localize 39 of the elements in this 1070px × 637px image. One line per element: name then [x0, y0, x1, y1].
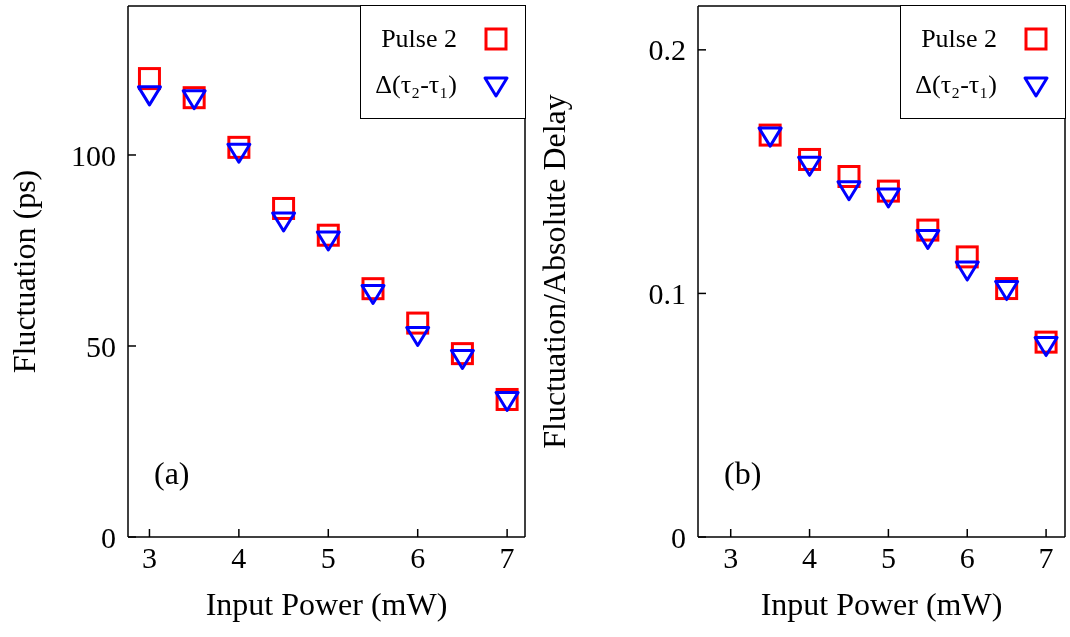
point [315, 230, 341, 252]
y-axis-title: Fluctuation/Absolute Delay [536, 94, 573, 449]
point [915, 228, 941, 250]
point [797, 155, 823, 177]
x-tick-label: 5 [320, 541, 336, 575]
x-tick-label: 3 [141, 541, 157, 575]
y-tick-label: 100 [71, 138, 116, 172]
y-tick-label: 0 [101, 520, 116, 554]
annotation: (a) [154, 455, 190, 492]
y-tick-label: 0.2 [648, 33, 686, 67]
x-axis-title: Input Power (mW) [205, 586, 448, 622]
point [954, 260, 980, 282]
annotation: (b) [724, 455, 762, 492]
x-tick-label: 6 [410, 541, 426, 575]
x-tick-label: 7 [499, 541, 515, 575]
y-tick-label: 0 [671, 520, 686, 554]
legend-label: Δ(τ₂-τ₁) [915, 70, 997, 100]
point [875, 187, 901, 209]
point [226, 142, 252, 164]
x-tick-label: 3 [723, 541, 739, 575]
x-tick-label: 6 [959, 541, 975, 575]
y-axis-title: Fluctuation (ps) [6, 169, 43, 374]
point [405, 326, 431, 348]
point [360, 284, 386, 306]
x-tick-label: 4 [802, 541, 818, 575]
point [1033, 336, 1059, 358]
point [136, 85, 162, 107]
y-tick-label: 50 [86, 329, 116, 363]
legend-label: Pulse 2 [381, 24, 457, 54]
legend-label: Pulse 2 [921, 24, 997, 54]
x-axis-title: Input Power (mW) [760, 586, 1003, 622]
y-tick-label: 0.1 [648, 277, 686, 311]
x-tick-label: 5 [880, 541, 896, 575]
x-tick-label: 4 [231, 541, 247, 575]
point [836, 180, 862, 202]
x-tick-label: 7 [1038, 541, 1054, 575]
point [271, 211, 297, 233]
point [449, 348, 475, 370]
legend-label: Δ(τ₂-τ₁) [375, 70, 457, 100]
